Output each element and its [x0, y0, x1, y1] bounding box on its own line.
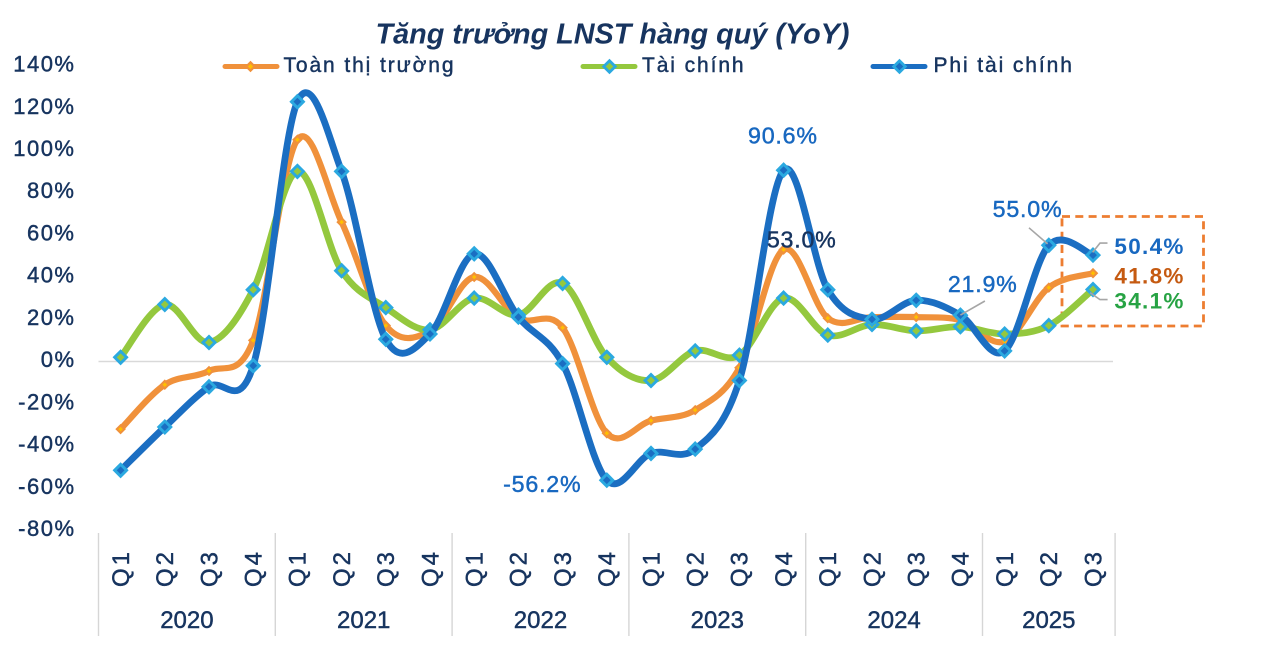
- svg-text:Q4: Q4: [771, 549, 798, 587]
- svg-text:40%: 40%: [27, 263, 76, 288]
- svg-text:Q4: Q4: [594, 549, 621, 587]
- svg-text:2021: 2021: [337, 607, 390, 634]
- svg-text:-80%: -80%: [18, 516, 75, 541]
- svg-text:Q2: Q2: [683, 549, 710, 587]
- svg-text:Q2: Q2: [859, 549, 886, 587]
- svg-text:Q1: Q1: [992, 549, 1019, 587]
- svg-text:120%: 120%: [13, 94, 75, 119]
- svg-text:2020: 2020: [160, 607, 213, 634]
- svg-text:Q2: Q2: [506, 549, 533, 587]
- svg-text:Q1: Q1: [638, 549, 665, 587]
- svg-text:-40%: -40%: [18, 432, 75, 457]
- svg-text:Q1: Q1: [285, 549, 312, 587]
- svg-text:90.6%: 90.6%: [748, 123, 818, 149]
- svg-text:Q1: Q1: [108, 549, 135, 587]
- svg-text:Q4: Q4: [948, 549, 975, 587]
- svg-text:-20%: -20%: [18, 389, 75, 414]
- svg-text:Toàn thị trường: Toàn thị trường: [284, 54, 456, 77]
- svg-text:80%: 80%: [27, 178, 76, 203]
- svg-text:100%: 100%: [13, 136, 75, 161]
- svg-text:50.4%: 50.4%: [1114, 234, 1184, 259]
- svg-text:2025: 2025: [1022, 607, 1075, 634]
- svg-text:34.1%: 34.1%: [1114, 288, 1184, 313]
- svg-text:Tăng trưởng LNST hàng quý (YoY: Tăng trưởng LNST hàng quý (YoY): [376, 19, 850, 51]
- svg-text:Phi tài chính: Phi tài chính: [934, 54, 1074, 77]
- svg-text:21.9%: 21.9%: [948, 271, 1018, 297]
- svg-text:41.8%: 41.8%: [1114, 264, 1184, 289]
- svg-text:Q4: Q4: [240, 549, 267, 587]
- svg-text:Q2: Q2: [152, 549, 179, 587]
- svg-text:Q3: Q3: [550, 549, 577, 587]
- svg-text:Q1: Q1: [462, 549, 489, 587]
- svg-text:Q3: Q3: [904, 549, 931, 587]
- svg-text:55.0%: 55.0%: [993, 196, 1063, 222]
- svg-text:Q4: Q4: [417, 549, 444, 587]
- svg-text:Q3: Q3: [196, 549, 223, 587]
- svg-text:Q3: Q3: [1080, 549, 1107, 587]
- svg-text:Q2: Q2: [1036, 549, 1063, 587]
- svg-text:Q3: Q3: [373, 549, 400, 587]
- svg-text:Tài chính: Tài chính: [642, 54, 745, 77]
- svg-text:60%: 60%: [27, 220, 76, 245]
- svg-text:140%: 140%: [13, 52, 75, 77]
- svg-text:20%: 20%: [27, 305, 76, 330]
- svg-text:Q2: Q2: [329, 549, 356, 587]
- svg-text:2023: 2023: [691, 607, 744, 634]
- svg-text:2024: 2024: [867, 607, 920, 634]
- svg-text:2022: 2022: [514, 607, 567, 634]
- svg-text:53.0%: 53.0%: [767, 226, 837, 252]
- svg-text:Q3: Q3: [727, 549, 754, 587]
- svg-text:0%: 0%: [41, 347, 76, 372]
- svg-text:-60%: -60%: [18, 474, 75, 499]
- svg-text:-56.2%: -56.2%: [503, 471, 581, 497]
- svg-text:Q1: Q1: [815, 549, 842, 587]
